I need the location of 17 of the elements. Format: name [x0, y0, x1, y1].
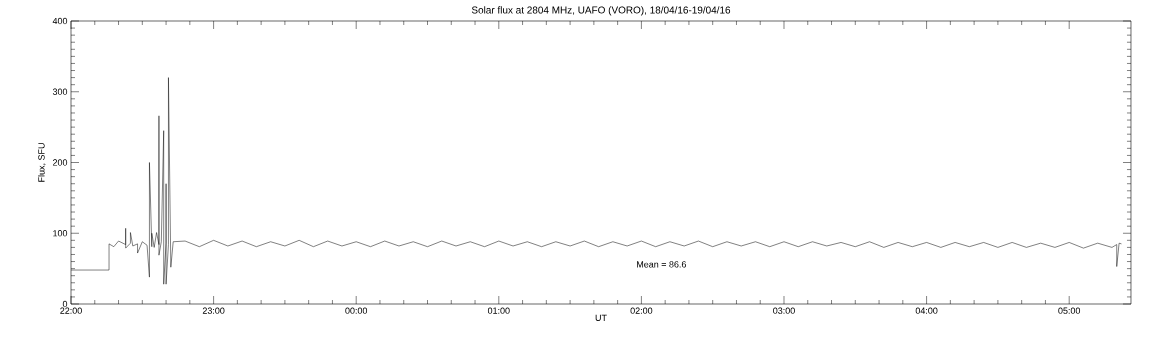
x-tick-label: 02:00 [630, 307, 653, 314]
x-tick-label: 01:00 [487, 307, 510, 314]
x-tick-label: 03:00 [773, 307, 795, 314]
x-tick-label: 00:00 [345, 307, 368, 314]
x-tick-label: 23:00 [202, 307, 225, 314]
y-tick-label: 200 [52, 159, 68, 166]
y-tick-label: 300 [52, 88, 68, 95]
x-axis-title: UT [595, 314, 607, 321]
annotation: Mean = 86.6 [637, 261, 687, 268]
chart-title: Solar flux at 2804 MHz, UAFO (VORO), 18/04/16-19/04/16 [471, 6, 731, 16]
x-tick-label: 22:00 [60, 307, 82, 314]
y-tick-label: 0 [62, 300, 68, 308]
y-axis-title: Flux, SFU [38, 143, 46, 182]
y-tick-label: 100 [53, 230, 68, 237]
x-tick-label: 05:00 [1058, 307, 1081, 314]
x-tick-label: 04:00 [915, 307, 938, 314]
y-tick-label: 400 [52, 17, 68, 25]
